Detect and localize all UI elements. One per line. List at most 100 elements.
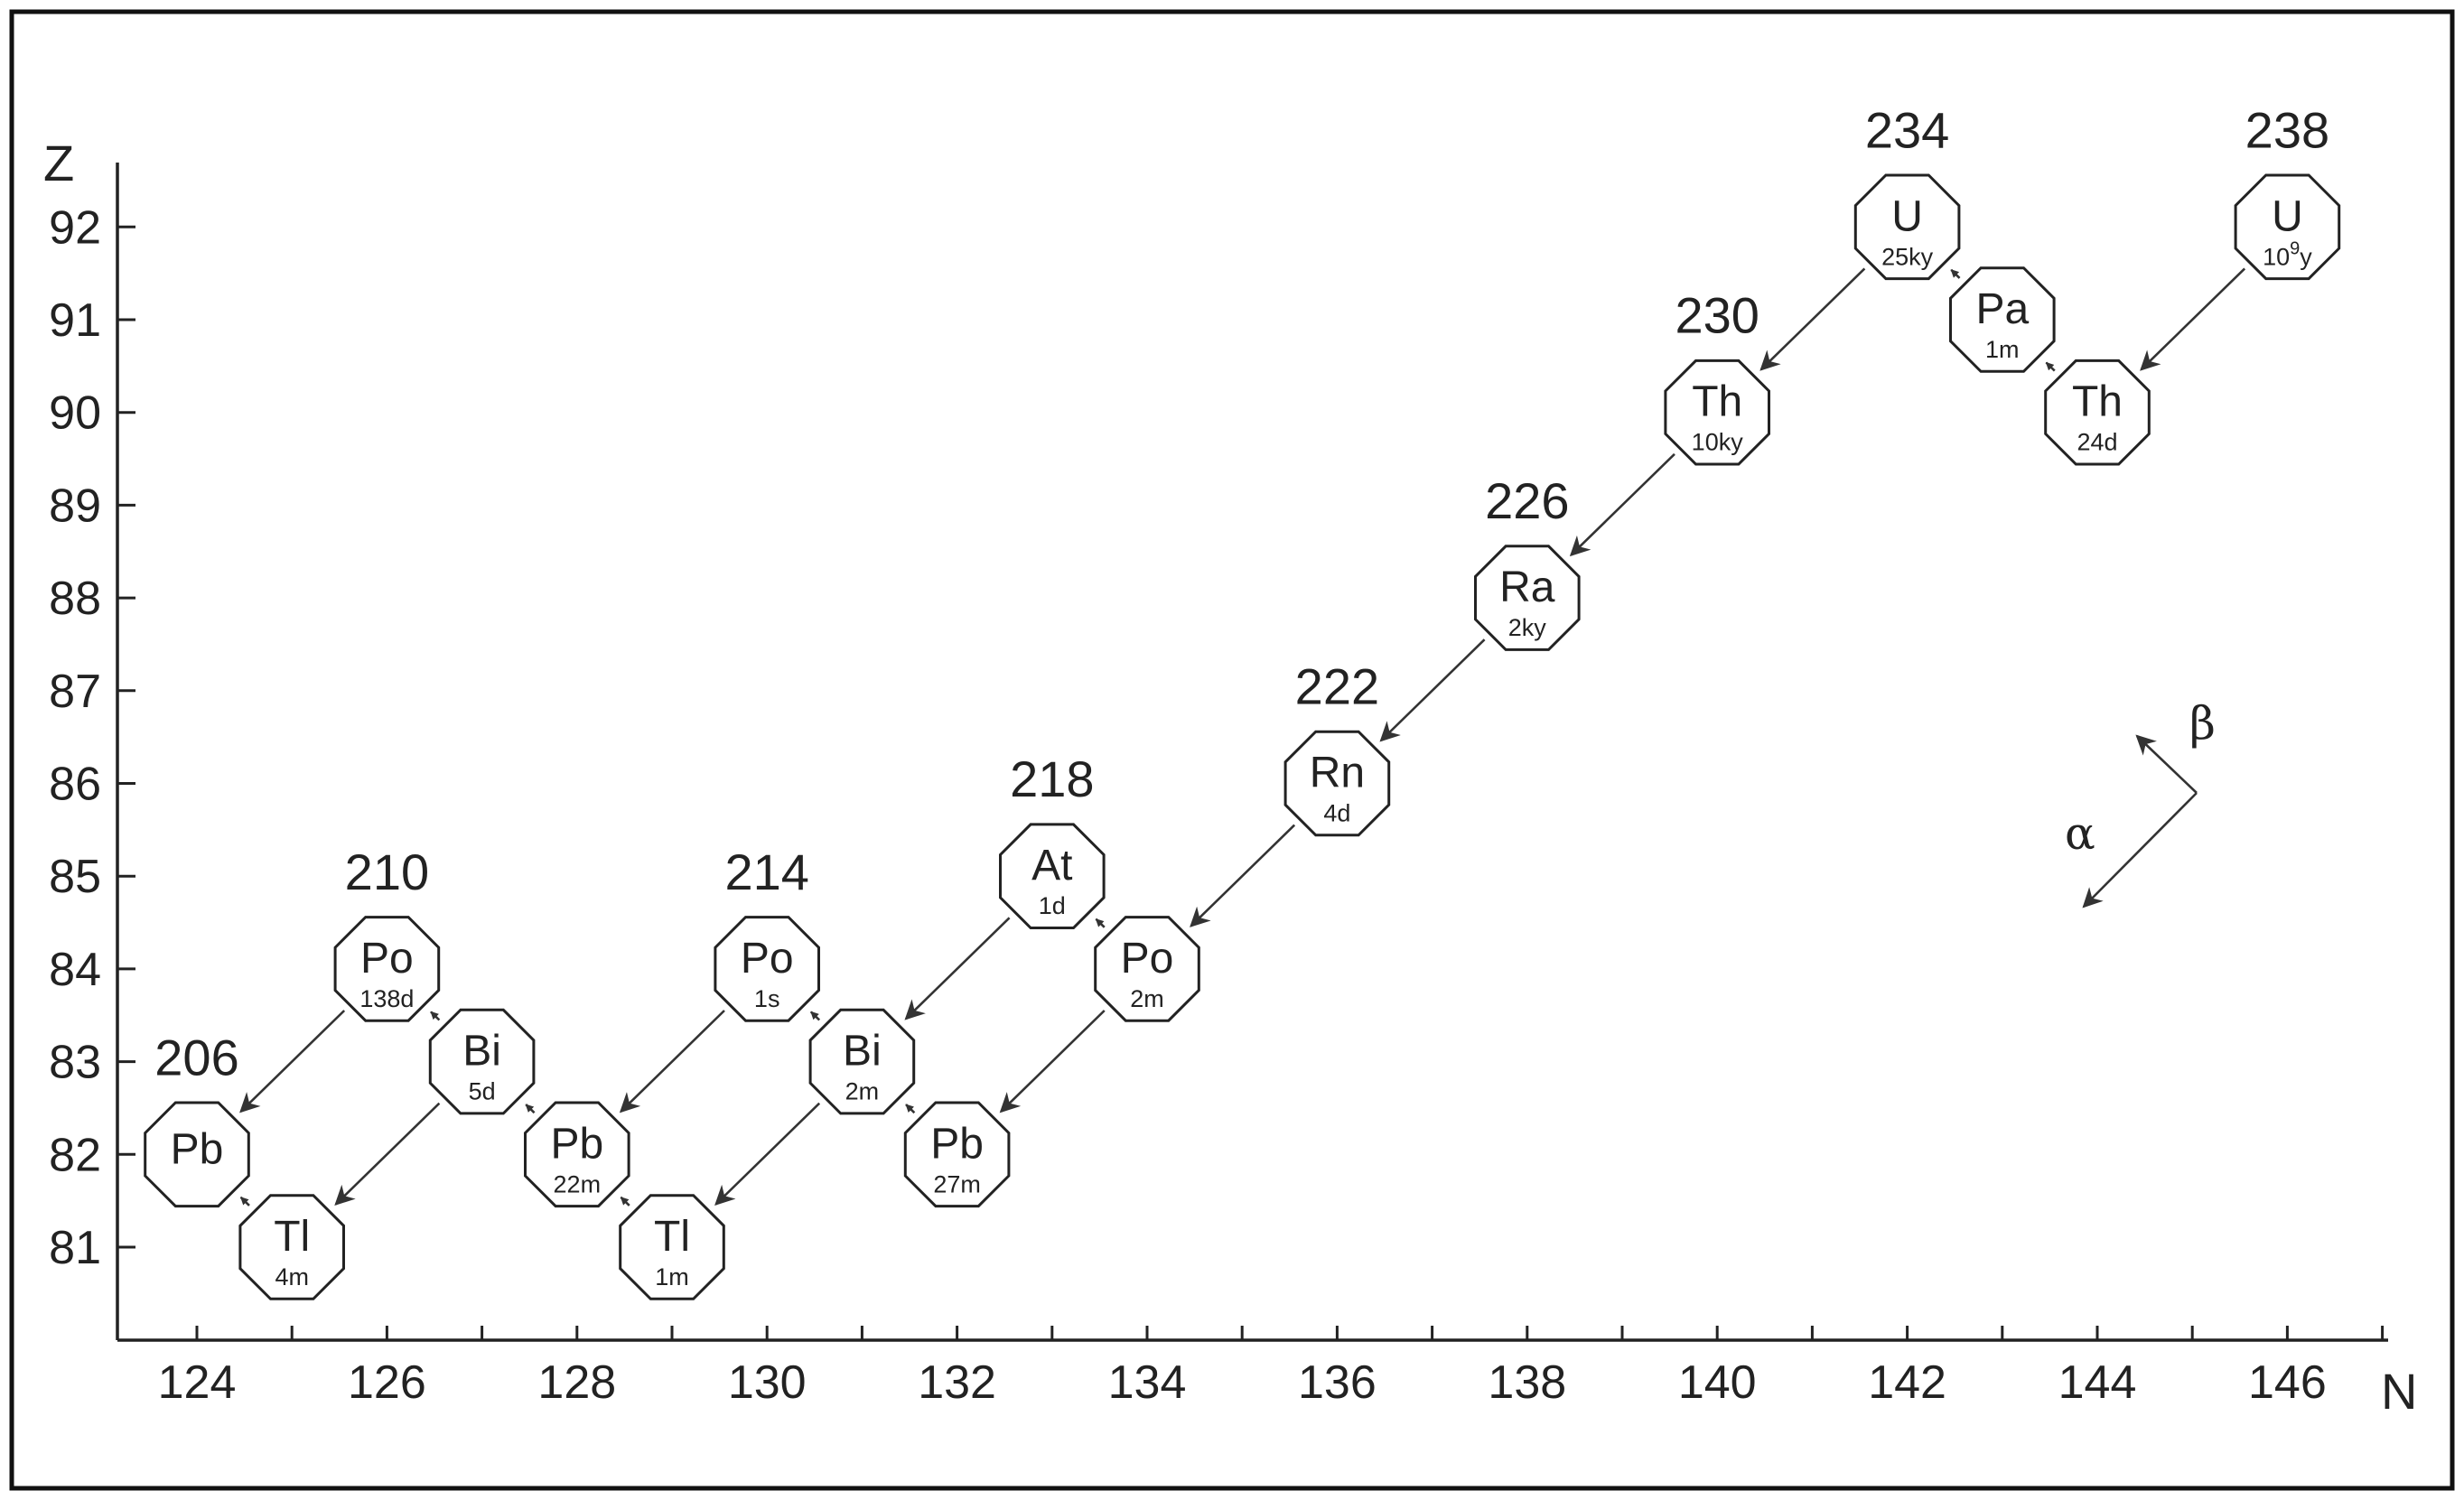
nuclide-octagon — [2234, 173, 2341, 281]
nuclide-pa234: Pa 1m — [1949, 266, 2056, 373]
figure-frame — [9, 9, 2455, 1491]
nuclide-halflife: 2m — [845, 1078, 880, 1105]
alpha-legend-arrow — [2082, 792, 2198, 908]
nuclide-halflife: 10ky — [1692, 429, 1744, 456]
mass-number-206: 206 — [154, 1029, 238, 1085]
alpha-decay-arrow-po218-pb214 — [999, 1010, 1106, 1113]
nuclide-halflife: 1s — [754, 985, 780, 1012]
halflife-value: 24d — [2077, 429, 2117, 456]
nuclide-symbol: At — [1031, 842, 1072, 890]
beta-decay-arrow-pb214-bi214 — [905, 1104, 916, 1114]
y-axis-label: Z — [43, 135, 74, 191]
nuclide-symbol: Po — [741, 935, 794, 983]
nuclide-halflife: 5d — [469, 1078, 496, 1105]
x-tick-label: 126 — [348, 1356, 426, 1409]
mass-number-226: 226 — [1485, 472, 1569, 529]
beta-decay-arrow-pa234-u234 — [1950, 268, 1961, 279]
x-tick-label: 144 — [2058, 1356, 2137, 1409]
beta-legend-arrow — [2135, 734, 2198, 794]
halflife-value: 1m — [1985, 336, 2020, 363]
decay-arrows — [239, 267, 2246, 1207]
nuclide-octagon — [1949, 266, 2056, 373]
alpha-decay-arrow-ra226-rn222 — [1379, 638, 1486, 742]
halflife-value: 4m — [275, 1263, 309, 1290]
x-tick-label: 132 — [918, 1356, 996, 1409]
nuclide-symbol: U — [1891, 192, 1923, 240]
nuclides: U109yTh24dPa1mU25kyTh10kyRa2kyRn4dPo2mAt… — [144, 173, 2341, 1300]
x-tick-label: 130 — [728, 1356, 807, 1409]
y-tick-label: 82 — [49, 1129, 101, 1181]
nuclide-symbol: Bi — [462, 1028, 501, 1076]
halflife-value: 2ky — [1508, 614, 1547, 641]
y-ticks: 81 82 83 84 85 86 87 88 89 90 91 92 — [49, 201, 135, 1274]
nuclide-halflife: 25ky — [1881, 243, 1934, 270]
nuclide-th234: Th 24d — [2044, 359, 2151, 466]
nuclide-octagon — [2044, 359, 2151, 466]
nuclide-symbol: U — [2272, 192, 2303, 240]
nuclide-octagon — [1094, 916, 1200, 1022]
nuclide-halflife: 2ky — [1508, 614, 1547, 641]
mass-number-238: 238 — [2245, 101, 2329, 158]
nuclide-octagon — [333, 916, 441, 1022]
nuclide-halflife: 4m — [275, 1263, 309, 1290]
nuclide-octagon — [1664, 359, 1770, 466]
y-tick-label: 89 — [49, 480, 101, 532]
alpha-decay-arrow-po214-pb210 — [619, 1010, 725, 1113]
nuclide-halflife: 2m — [1130, 985, 1164, 1012]
halflife-value: 2m — [845, 1078, 880, 1105]
y-tick-label: 85 — [49, 851, 101, 903]
alpha-decay-arrow-th230-ra226 — [1569, 452, 1675, 557]
nuclide-pb206: Pb — [144, 1101, 250, 1208]
y-tick-label: 90 — [49, 387, 101, 440]
x-tick-label: 136 — [1298, 1356, 1377, 1409]
nuclide-symbol: Rn — [1310, 750, 1365, 797]
halflife-value: 1s — [754, 985, 780, 1012]
decay-legend: β α — [2065, 697, 2216, 908]
nuclide-halflife: 138d — [359, 985, 414, 1012]
x-tick-label: 124 — [158, 1356, 237, 1409]
nuclide-octagon — [714, 916, 820, 1022]
nuclide-symbol: Th — [1692, 378, 1742, 426]
nuclide-halflife: 1m — [655, 1263, 689, 1290]
nuclide-octagon — [524, 1101, 630, 1208]
nuclide-symbol: Bi — [843, 1028, 882, 1076]
nuclide-ra226: Ra 2ky — [1474, 545, 1581, 651]
beta-decay-arrow-bi210-po210 — [430, 1011, 441, 1021]
mass-number-210: 210 — [345, 843, 429, 900]
halflife-unit: y — [2300, 243, 2312, 270]
beta-decay-arrow-bi214-po214 — [809, 1011, 821, 1021]
nuclide-octagon — [808, 1008, 916, 1115]
halflife-value: 10ky — [1692, 429, 1744, 456]
halflife-value: 25ky — [1881, 243, 1934, 270]
nuclide-octagon — [619, 1194, 725, 1300]
nuclide-octagon — [144, 1101, 250, 1208]
nuclide-halflife: 109y — [2263, 238, 2312, 270]
nuclide-octagon — [238, 1194, 345, 1300]
nuclide-octagon — [999, 823, 1106, 929]
halflife-value: 10 — [2263, 243, 2290, 270]
x-tick-label: 138 — [1488, 1356, 1566, 1409]
y-tick-label: 84 — [49, 944, 101, 996]
halflife-value: 27m — [933, 1170, 981, 1197]
nuclide-symbol: Pb — [930, 1120, 984, 1168]
halflife-value: 1m — [655, 1263, 689, 1290]
x-tick-label: 128 — [537, 1356, 616, 1409]
nuclide-symbol: Pb — [171, 1125, 224, 1173]
nuclide-octagon — [1853, 173, 1961, 281]
beta-decay-arrow-th234-pa234 — [2045, 361, 2056, 372]
axes: Z N 81 82 83 84 85 86 87 88 89 90 91 92 124 126 128 13… — [43, 135, 2417, 1420]
y-tick-label: 87 — [49, 666, 101, 718]
y-tick-label: 92 — [49, 201, 101, 254]
alpha-decay-arrow-u238-th234 — [2140, 267, 2246, 371]
